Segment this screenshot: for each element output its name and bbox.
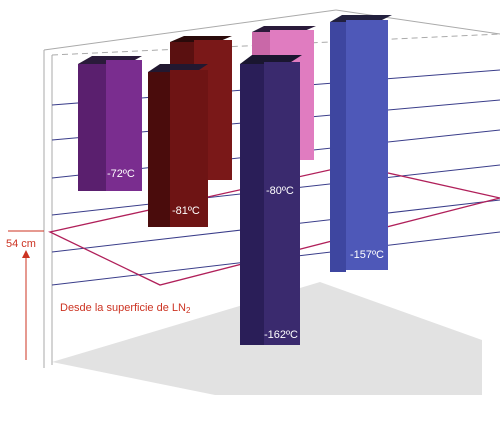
label-col-blue: -157ºC (350, 249, 384, 261)
column-blue: -157ºC (330, 15, 392, 272)
label-col-maroon-front: -81ºC (172, 205, 200, 217)
height-annotation: 54 cm (6, 230, 44, 360)
column-maroon-front: -81ºC (148, 64, 208, 227)
label-col-deep-front: -162ºC (264, 329, 298, 341)
label-col-deep-upper: -80ºC (266, 185, 294, 197)
surface-caption-subscript: 2 (186, 306, 191, 315)
label-col-purple: -72ºC (107, 168, 135, 180)
column-deep-front: -80ºC -162ºC (240, 55, 302, 345)
surface-caption: Desde la superficie de LN2 (60, 302, 191, 315)
column-purple: -72ºC (78, 56, 142, 191)
height-label: 54 cm (6, 238, 36, 250)
